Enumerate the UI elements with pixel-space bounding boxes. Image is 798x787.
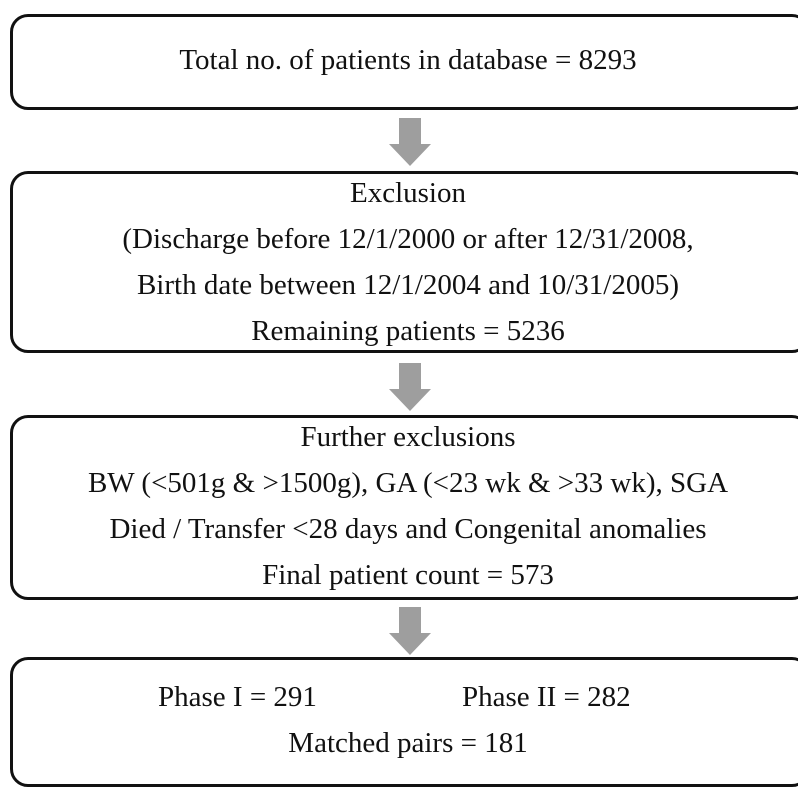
total-patients-text: Total no. of patients in database = 8293 xyxy=(179,44,637,76)
exclusion-title: Exclusion xyxy=(350,177,466,209)
exclusion-box: Exclusion (Discharge before 12/1/2000 or… xyxy=(10,171,798,353)
further-exclusions-criteria-line-2: Died / Transfer <28 days and Congenital … xyxy=(109,513,707,545)
total-patients-box: Total no. of patients in database = 8293 xyxy=(10,14,798,110)
phases-box: Phase I = 291 Phase II = 282 Matched pai… xyxy=(10,657,798,787)
final-patient-count-text: Final patient count = 573 xyxy=(262,559,554,591)
further-exclusions-title: Further exclusions xyxy=(300,421,516,453)
down-arrow-icon xyxy=(389,118,431,166)
phase-1-count: Phase I = 291 xyxy=(158,681,317,713)
down-arrow-icon xyxy=(389,607,431,655)
phase-2-count: Phase II = 282 xyxy=(462,681,631,713)
remaining-patients-text: Remaining patients = 5236 xyxy=(251,315,565,347)
down-arrow-icon xyxy=(389,363,431,411)
exclusion-criteria-line-1: (Discharge before 12/1/2000 or after 12/… xyxy=(122,223,694,255)
exclusion-criteria-line-2: Birth date between 12/1/2004 and 10/31/2… xyxy=(136,269,680,301)
further-exclusions-criteria-line-1: BW (<501g & >1500g), GA (<23 wk & >33 wk… xyxy=(87,467,729,499)
matched-pairs-text: Matched pairs = 181 xyxy=(288,727,528,759)
further-exclusions-box: Further exclusions BW (<501g & >1500g), … xyxy=(10,415,798,600)
phase-counts-row: Phase I = 291 Phase II = 282 xyxy=(13,680,798,720)
